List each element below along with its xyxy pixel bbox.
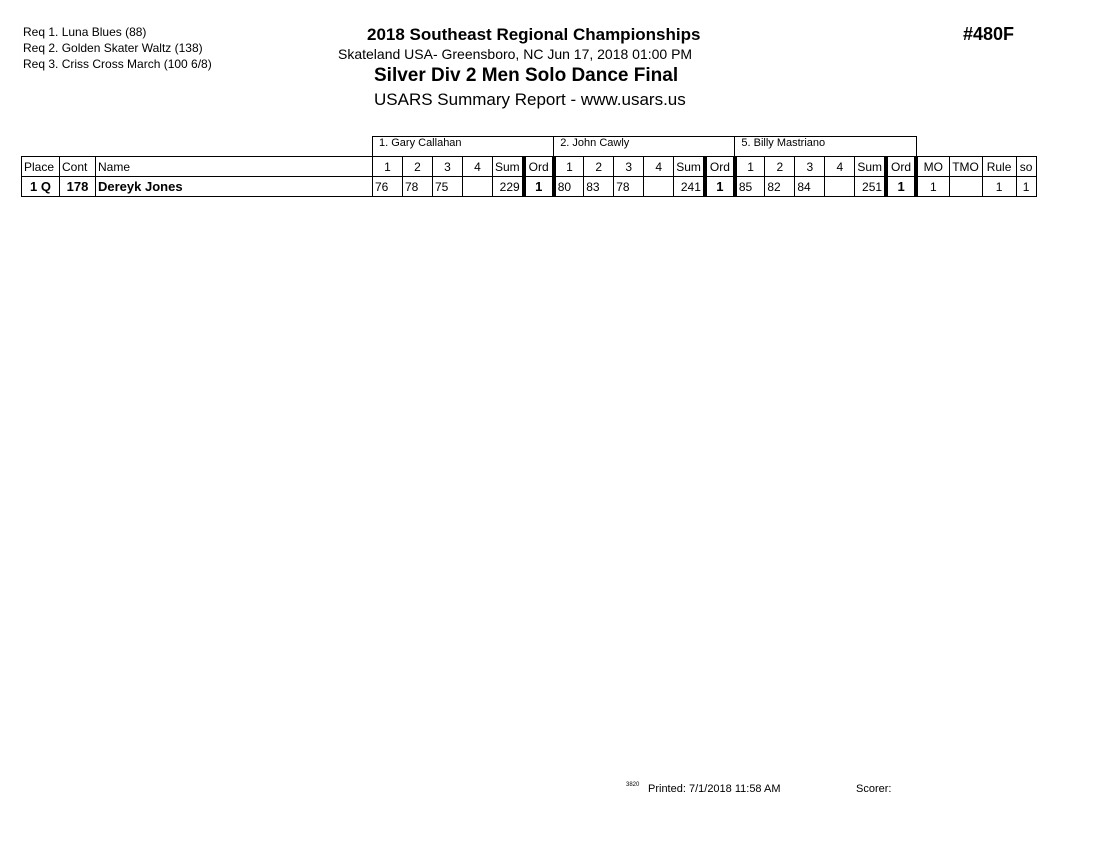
judge-2-score-1: 80 [551,176,585,197]
judge-2-name: 2. John Cawly [553,136,736,157]
judge-1-score-4 [462,176,493,197]
scorer-label: Scorer: [856,783,892,795]
judge-3-col-sum: Sum [854,156,887,177]
judge-1-score-ord: 1 [521,176,555,197]
judge-3-col-4: 4 [824,156,856,177]
cont: 178 [59,176,96,197]
event-number: #480F [963,24,1015,44]
requirement-2: Req 2. Golden Skater Waltz (138) [23,41,203,55]
judge-3-col-1: 1 [732,156,766,177]
judge-3-name: 5. Billy Mastriano [734,136,917,157]
judge-3-score-4 [824,176,856,197]
col-mo: MO [914,156,950,177]
place: 1 Q [21,176,60,197]
mo-value: 1 [914,176,950,197]
requirement-3: Req 3. Criss Cross March (100 6/8) [23,57,212,71]
rule-value: 1 [981,176,1017,197]
judge-2-col-3: 3 [613,156,645,177]
table-row: 1 Q 178 Dereyk Jones 76 78 75 229 1 80 83 78 241… [21,176,1037,197]
judge-header-row: 1. Gary Callahan 2. John Cawly 5. Billy … [22,136,1037,157]
report-code: 3820 [626,782,640,788]
tmo-value [948,176,983,197]
judge-1-score-3: 75 [432,176,463,197]
col-cont: Cont [59,156,96,177]
judge-3-col-3: 3 [794,156,826,177]
judge-2-col-1: 1 [551,156,585,177]
col-rule: Rule [981,156,1017,177]
venue-date: Skateland USA- Greensboro, NC Jun 17, 20… [338,46,693,62]
col-place: Place [21,156,60,177]
judge-2-score-ord: 1 [702,176,736,197]
judge-1-col-3: 3 [432,156,463,177]
col-tmo: TMO [948,156,983,177]
judge-3-col-ord: Ord [884,156,917,177]
judge-3-score-1: 85 [732,176,766,197]
results-table: 1. Gary Callahan 2. John Cawly 5. Billy … [21,136,1037,197]
judge-1-col-2: 2 [402,156,433,177]
judge-1-score-1: 76 [372,176,403,197]
judge-2-col-ord: Ord [702,156,736,177]
judge-1-name: 1. Gary Callahan [371,136,555,157]
judge-1-score-2: 78 [402,176,433,197]
judge-1-score-sum: 229 [491,176,525,197]
judge-2-col-2: 2 [583,156,615,177]
judge-1-col-ord: Ord [521,156,555,177]
judge-3-score-sum: 251 [854,176,887,197]
judge-2-col-4: 4 [643,156,675,177]
column-header-row: Place Cont Name 1 2 3 4 Sum Ord 1 2 3 4 Sum Ord 1 2 3 4… [21,156,1037,177]
report-title: USARS Summary Report - www.usars.us [374,90,686,109]
judge-1-col-4: 4 [462,156,493,177]
judge-2-score-2: 83 [583,176,615,197]
judge-3-col-2: 2 [764,156,796,177]
printed-date: Printed: 7/1/2018 11:58 AM [648,783,781,795]
judge-2-score-sum: 241 [673,176,706,197]
requirement-1: Req 1. Luna Blues (88) [23,25,147,39]
col-name: Name [95,156,373,177]
competition-title: 2018 Southeast Regional Championships [367,25,701,44]
col-so: so [1015,156,1037,177]
judge-2-score-3: 78 [613,176,645,197]
judge-3-score-2: 82 [764,176,796,197]
judge-2-col-sum: Sum [673,156,706,177]
judge-2-score-4 [643,176,675,197]
event-title: Silver Div 2 Men Solo Dance Final [374,65,679,86]
judge-1-col-1: 1 [372,156,403,177]
skater-name: Dereyk Jones [95,176,373,197]
judge-3-score-ord: 1 [884,176,917,197]
so-value: 1 [1015,176,1037,197]
judge-3-score-3: 84 [794,176,826,197]
judge-1-col-sum: Sum [491,156,525,177]
